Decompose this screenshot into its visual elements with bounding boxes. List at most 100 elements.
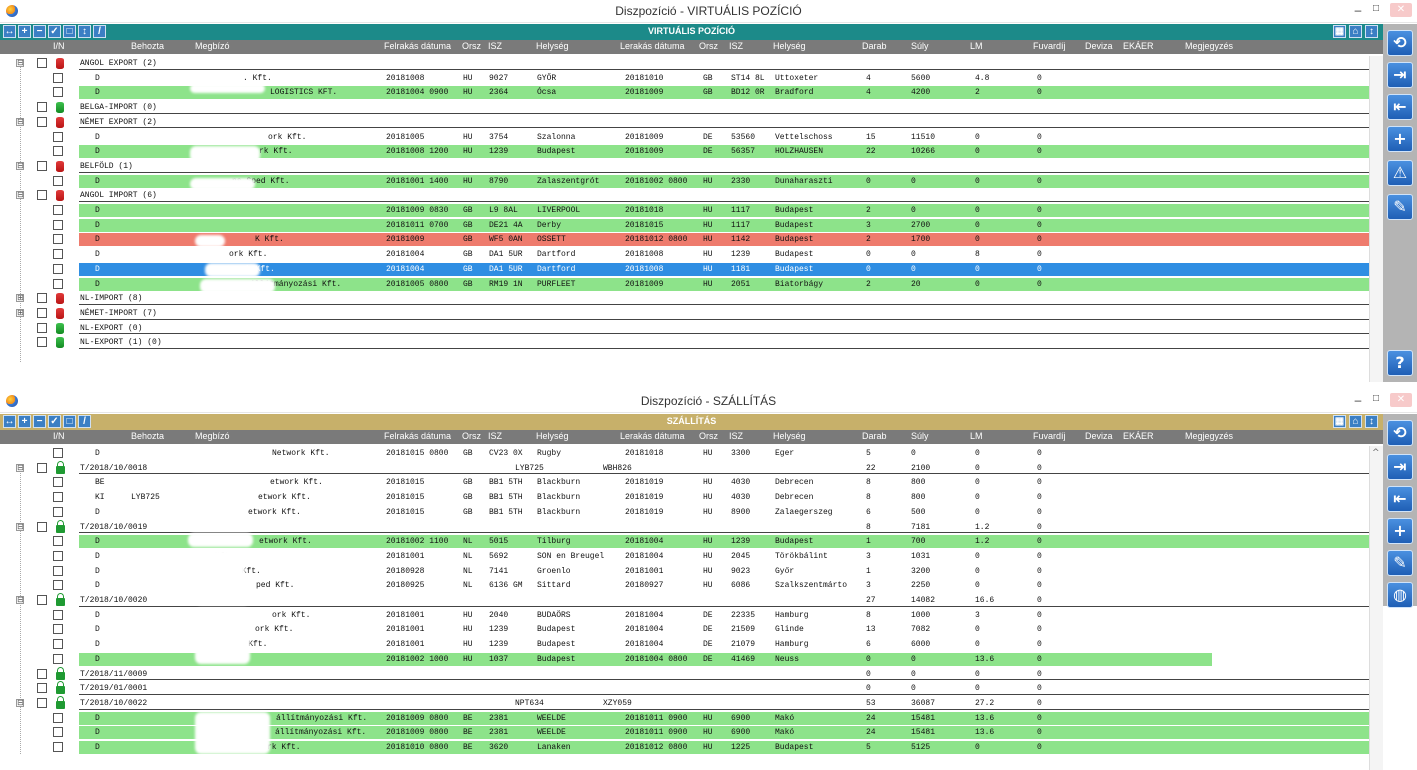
group-row[interactable]: T/2018/11/0009 0 0 0 0 (0, 666, 1383, 682)
header-13[interactable]: LM (970, 431, 983, 441)
group-row[interactable]: ⊞ NÉMET-IMPORT (7) (0, 306, 1383, 321)
collapse-icon[interactable]: ⊟ (16, 160, 24, 170)
table-row[interactable]: D K Kft. 20181009 GB WF5 0AN OSSETT 20181012 0… (0, 232, 1383, 247)
expand-icon[interactable]: ⊞ (16, 293, 24, 303)
export-icon[interactable]: ⇤ (1387, 94, 1413, 120)
expand-all-icon[interactable]: ↔ (3, 25, 16, 38)
edit-icon[interactable]: / (78, 415, 91, 428)
collapse-icon[interactable]: ⊟ (16, 462, 24, 472)
table-row[interactable]: KI LYB725 etwork Kft. 20181015 GB BB1 5TH Blac… (0, 490, 1383, 505)
group-row[interactable]: ⊟ T/2018/10/0022 NPT634 XZY059 53 36087 27.2 0 (0, 695, 1383, 711)
row-checkbox[interactable] (37, 160, 47, 171)
row-checkbox[interactable] (53, 477, 63, 488)
row-checkbox[interactable] (53, 550, 63, 561)
row-checkbox[interactable] (37, 668, 47, 679)
import-icon[interactable]: ⇥ (1387, 62, 1413, 88)
close-icon[interactable]: ✕ (1390, 3, 1412, 17)
group-row[interactable]: ⊟ ANGOL EXPORT (2) (0, 56, 1383, 71)
edit-pen-icon[interactable]: ✎ (1387, 194, 1413, 220)
row-checkbox[interactable] (37, 116, 47, 127)
updown-icon[interactable]: ↕ (1365, 25, 1378, 38)
header-13[interactable]: LM (970, 41, 983, 51)
row-checkbox[interactable] (53, 448, 63, 458)
header-16[interactable]: EKÁER (1123, 431, 1154, 441)
group-row[interactable]: T/2019/01/0001 0 0 0 0 (0, 681, 1383, 696)
header-15[interactable]: Deviza (1085, 431, 1113, 441)
home-icon[interactable]: ⌂ (1349, 415, 1362, 428)
header-16[interactable]: EKÁER (1123, 41, 1154, 51)
collapse-icon[interactable]: ⊟ (16, 521, 24, 531)
header-10[interactable]: Helység (773, 41, 806, 51)
expand-icon[interactable]: ⊞ (16, 307, 24, 317)
globe-icon[interactable]: ◍ (1387, 582, 1413, 608)
row-checkbox[interactable] (53, 609, 63, 620)
group-row[interactable]: NL-EXPORT (1) (0) (0, 335, 1383, 350)
row-checkbox[interactable] (53, 639, 63, 650)
collapse-icon[interactable]: ⊟ (16, 697, 24, 707)
table-row[interactable]: D Network Kft. 20181010 0800 BE 3620 Lanaken 2… (0, 740, 1383, 755)
row-checkbox[interactable] (53, 506, 63, 517)
frame-icon[interactable]: □ (63, 415, 76, 428)
table-row[interactable]: D 20181009 0830 GB L9 8AL LIVERPOOL 20181018 H… (0, 203, 1383, 218)
header-12[interactable]: Súly (911, 431, 929, 441)
row-checkbox[interactable] (53, 131, 63, 142)
row-checkbox[interactable] (53, 653, 63, 664)
header-4[interactable]: Orsz (462, 41, 481, 51)
header-0[interactable]: I/N (53, 431, 65, 441)
expand-all-icon[interactable]: ↔ (3, 415, 16, 428)
row-checkbox[interactable] (53, 712, 63, 723)
import-icon[interactable]: ⇥ (1387, 454, 1413, 480)
add-button[interactable]: + (1387, 518, 1413, 544)
row-checkbox[interactable] (37, 521, 47, 532)
grid-view-icon[interactable]: ▦ (1333, 415, 1346, 428)
sort-icon[interactable]: ↕ (78, 25, 91, 38)
home-icon[interactable]: ⌂ (1349, 25, 1362, 38)
row-checkbox[interactable] (53, 87, 63, 98)
header-12[interactable]: Súly (911, 41, 929, 51)
refresh-icon[interactable]: ⟲ (1387, 30, 1413, 56)
header-2[interactable]: Megbízó (195, 431, 230, 441)
header-6[interactable]: Helység (536, 431, 569, 441)
header-14[interactable]: Fuvardíj (1033, 431, 1066, 441)
row-checkbox[interactable] (37, 190, 47, 201)
check-icon[interactable]: ✓ (48, 25, 61, 38)
row-checkbox[interactable] (37, 307, 47, 318)
row-checkbox[interactable] (53, 175, 63, 186)
row-checkbox[interactable] (53, 727, 63, 738)
header-4[interactable]: Orsz (462, 431, 481, 441)
group-row[interactable]: ⊟ BELFÖLD (1) (0, 159, 1383, 174)
minimize-icon[interactable]: – (1354, 3, 1362, 17)
header-9[interactable]: ISZ (729, 431, 744, 441)
updown-icon[interactable]: ↕ (1365, 415, 1378, 428)
header-17[interactable]: Megjegyzés (1185, 431, 1234, 441)
header-8[interactable]: Orsz (699, 41, 718, 51)
table-row[interactable]: D 20181011 0700 GB DE21 4A Derby 20181015 HU 11… (0, 218, 1383, 233)
header-9[interactable]: ISZ (729, 41, 744, 51)
row-checkbox[interactable] (53, 249, 63, 260)
table-row[interactable]: D LOGISTICS KFT. 20181004 0900 HU 2364 Ócsa 20… (0, 85, 1383, 100)
header-10[interactable]: Helység (773, 431, 806, 441)
group-row[interactable]: ⊟ NÉMET EXPORT (2) (0, 115, 1383, 130)
group-row[interactable]: ⊞ NL-IMPORT (8) (0, 291, 1383, 306)
vertical-scrollbar[interactable] (1369, 56, 1383, 382)
remove-icon[interactable]: − (33, 415, 46, 428)
row-checkbox[interactable] (37, 322, 47, 333)
header-7[interactable]: Lerakás dátuma (620, 41, 685, 51)
group-row[interactable]: BELGA-IMPORT (0) (0, 100, 1383, 115)
row-checkbox[interactable] (53, 492, 63, 503)
row-checkbox[interactable] (53, 146, 63, 157)
group-row[interactable]: NL-EXPORT (0) (0, 321, 1383, 336)
add-icon[interactable]: + (18, 415, 31, 428)
row-checkbox[interactable] (37, 683, 47, 694)
remove-icon[interactable]: − (33, 25, 46, 38)
group-row[interactable]: ⊟ T/2018/10/0018 LYB725 WBH826 22 2100 0 0 (0, 460, 1383, 476)
row-checkbox[interactable] (37, 293, 47, 304)
